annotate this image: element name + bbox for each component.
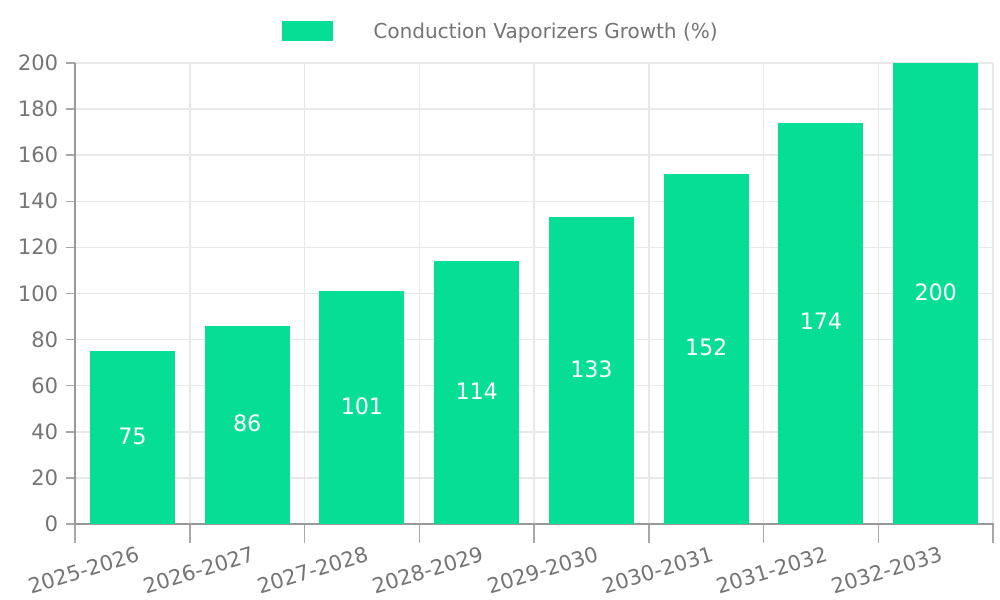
bar-2028-2029[interactable] (434, 261, 520, 524)
y-axis-label: 180 (17, 97, 58, 122)
legend[interactable]: Conduction Vaporizers Growth (%) (0, 16, 1000, 46)
y-axis-label: 140 (17, 189, 58, 214)
bar-value-label: 101 (340, 394, 383, 420)
x-axis-tick (189, 524, 191, 543)
bar-2030-2031[interactable] (663, 173, 749, 524)
y-axis-tick (66, 154, 75, 156)
x-axis-tick (762, 524, 765, 543)
gridline-vertical (648, 63, 650, 524)
y-axis-label: 160 (17, 143, 58, 168)
bar-value-label: 75 (118, 424, 147, 450)
x-axis-line (74, 523, 994, 525)
bar-value-label: 86 (233, 411, 262, 437)
bar-2031-2032[interactable] (778, 122, 864, 524)
x-axis-label: 2028-2029 (369, 542, 487, 599)
x-axis-tick (992, 524, 994, 543)
y-axis-line (74, 63, 76, 524)
bar-2026-2027[interactable] (204, 325, 290, 524)
bar-value-label: 152 (685, 335, 728, 361)
y-axis-label: 80 (31, 327, 58, 352)
y-axis-tick (66, 108, 75, 110)
x-axis-tick (648, 524, 650, 543)
x-axis-tick (533, 524, 535, 543)
y-axis-label: 60 (31, 373, 58, 398)
gridline-vertical (303, 63, 306, 524)
bar-2025-2026[interactable] (89, 351, 175, 524)
gridline-vertical (533, 63, 535, 524)
bar-2032-2033[interactable] (893, 63, 979, 524)
y-axis-tick (66, 431, 75, 433)
y-axis-tick (66, 62, 75, 64)
y-axis-label: 200 (17, 51, 58, 75)
legend-swatch-icon (282, 21, 334, 41)
y-axis-label: 0 (44, 512, 58, 536)
y-axis-tick (66, 292, 75, 295)
y-axis-label: 120 (17, 235, 58, 260)
bar-value-label: 133 (570, 357, 613, 383)
legend-label: Conduction Vaporizers Growth (%) (373, 19, 718, 43)
gridline-vertical (762, 63, 765, 524)
y-axis-tick (66, 523, 75, 525)
x-axis-label: 2029-2030 (484, 542, 601, 599)
y-axis-label: 40 (31, 419, 58, 444)
y-axis-label: 100 (17, 281, 58, 306)
y-axis-tick (66, 338, 75, 341)
x-axis-label: 2030-2031 (599, 542, 716, 599)
bar-2029-2030[interactable] (548, 217, 634, 524)
x-axis-label: 2027-2028 (254, 542, 372, 599)
y-axis-label: 20 (31, 465, 58, 490)
x-axis-label: 2032-2033 (828, 542, 946, 599)
gridline-vertical (189, 63, 191, 524)
x-axis-label: 2031-2032 (713, 542, 831, 599)
x-axis-label: 2025-2026 (25, 542, 142, 599)
x-axis-label: 2026-2027 (140, 542, 257, 599)
bar-2027-2028[interactable] (319, 291, 405, 524)
y-axis-tick (66, 477, 75, 479)
x-axis-tick (418, 524, 420, 543)
gridline-vertical (992, 63, 994, 524)
bar-value-label: 114 (455, 379, 498, 405)
bar-value-label: 174 (799, 310, 842, 336)
x-axis-tick (74, 524, 76, 543)
gridline-vertical (877, 63, 879, 524)
x-axis-tick (303, 524, 306, 543)
x-axis-tick (877, 524, 879, 543)
y-axis-tick (66, 246, 75, 249)
gridline-vertical (418, 63, 420, 524)
y-axis-tick (66, 384, 75, 387)
bar-value-label: 200 (914, 280, 957, 306)
y-axis-tick (66, 200, 75, 203)
